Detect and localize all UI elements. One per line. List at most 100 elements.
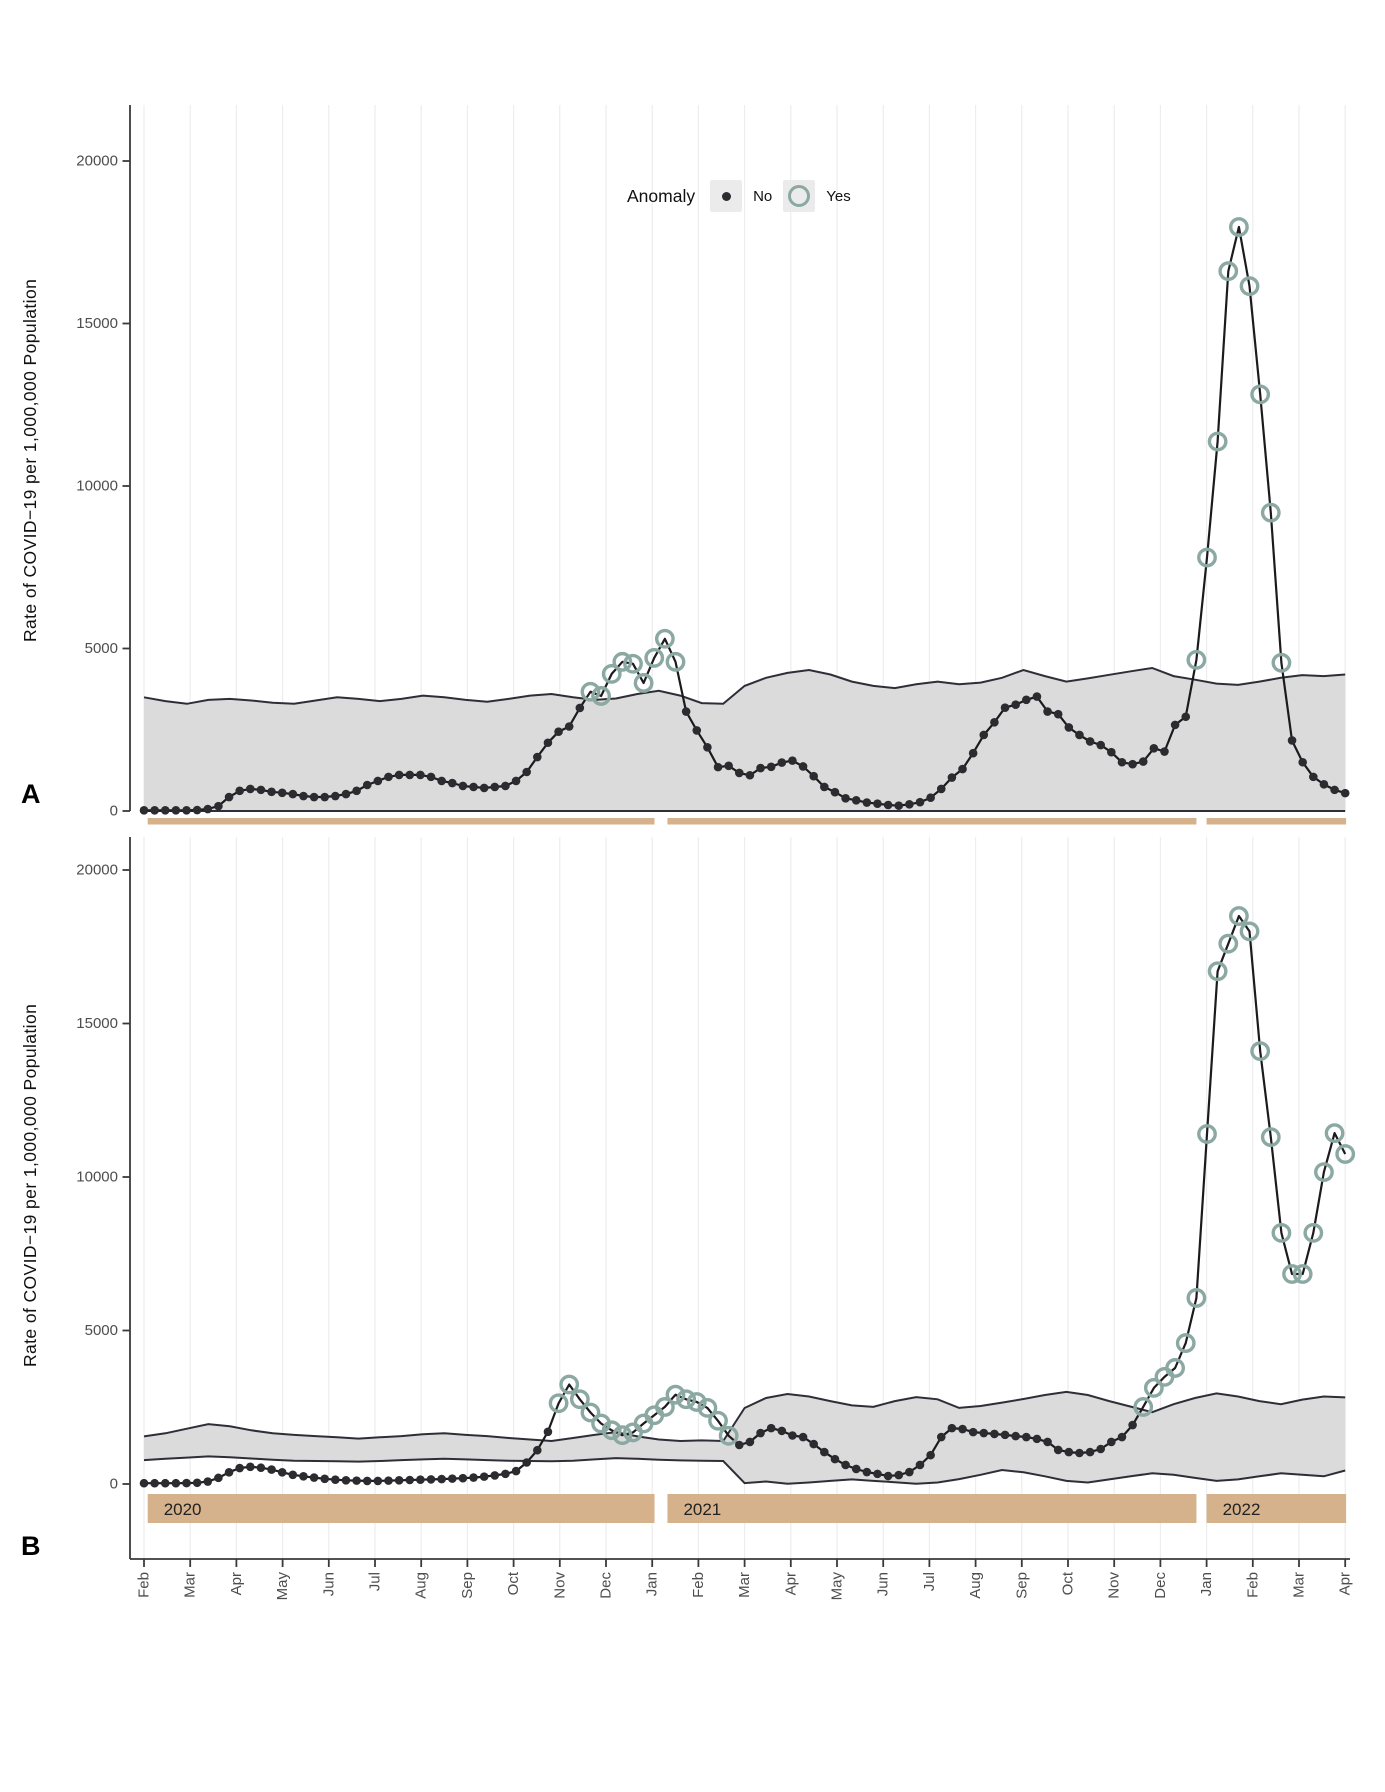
data-point: [1021, 1432, 1031, 1442]
legend: Anomaly No Yes: [627, 177, 851, 215]
x-tick-label: Jul: [367, 1572, 384, 1591]
anomaly-point: [1175, 1333, 1196, 1353]
data-point: [235, 1463, 244, 1473]
x-tick-label: Aug: [967, 1572, 984, 1599]
anomaly-point: [718, 1425, 739, 1446]
data-point: [734, 1440, 744, 1450]
data-point: [1117, 757, 1127, 767]
data-point: [384, 772, 393, 782]
data-point: [1287, 736, 1297, 745]
year-bar: [147, 818, 655, 825]
data-point: [394, 1476, 404, 1485]
y-tick-label: 5000: [85, 1322, 118, 1339]
anomaly-point: [654, 1397, 675, 1417]
data-point: [522, 767, 531, 777]
data-point: [766, 1423, 776, 1433]
data-point: [501, 781, 510, 791]
anomaly-point: [591, 686, 611, 706]
x-tick-label: Jan: [1198, 1572, 1215, 1596]
data-point: [277, 788, 287, 798]
data-point: [362, 1476, 372, 1486]
data-point: [277, 1468, 287, 1477]
data-point: [522, 1458, 531, 1467]
data-point: [1053, 1445, 1063, 1455]
anomaly-point: [601, 663, 622, 684]
data-point: [341, 1476, 351, 1485]
data-point: [564, 722, 574, 731]
data-point: [1085, 737, 1095, 746]
data-point: [1075, 730, 1084, 740]
anomaly-point: [559, 1374, 580, 1395]
data-point: [352, 786, 361, 796]
anomaly-point: [686, 1392, 707, 1412]
panel-label-b: B: [21, 1531, 41, 1561]
year-label: 2020: [164, 1500, 202, 1519]
data-point: [936, 1432, 946, 1442]
anomaly-point: [1271, 1222, 1292, 1243]
anomaly-point: [1197, 547, 1217, 568]
y-tick-label: 10000: [76, 478, 118, 495]
data-point: [405, 770, 415, 780]
data-point: [820, 1447, 829, 1457]
data-point: [873, 799, 882, 808]
x-tick-label: Jun: [875, 1572, 892, 1596]
data-point: [798, 762, 808, 771]
data-point: [1340, 788, 1350, 798]
data-point: [862, 1467, 872, 1477]
data-point: [968, 748, 978, 758]
anomaly-point: [1228, 906, 1249, 926]
y-tick-label: 0: [110, 1476, 118, 1493]
data-point: [777, 1426, 787, 1436]
data-point: [798, 1432, 808, 1442]
x-tick-label: Mar: [1291, 1572, 1308, 1598]
data-point: [745, 1437, 755, 1447]
x-tick-label: Apr: [782, 1572, 799, 1595]
year-label: 2021: [683, 1500, 721, 1519]
data-point: [1107, 747, 1116, 757]
data-point: [1330, 785, 1339, 795]
anomaly-point: [1250, 1041, 1271, 1062]
data-point: [447, 778, 457, 788]
x-tick-label: May: [274, 1572, 291, 1601]
data-point: [1160, 747, 1169, 756]
data-point: [958, 764, 967, 774]
data-point: [1064, 723, 1074, 732]
data-point: [543, 738, 553, 748]
data-point: [873, 1469, 882, 1479]
data-point: [405, 1475, 415, 1485]
anomaly-point: [580, 681, 601, 702]
data-point: [862, 798, 872, 807]
data-point: [703, 743, 712, 752]
data-point: [681, 707, 691, 716]
x-tick-label: Jan: [644, 1572, 661, 1596]
data-point: [203, 1477, 213, 1486]
x-tick-label: Apr: [1337, 1572, 1354, 1595]
data-point: [139, 806, 149, 815]
open-circle-icon: [788, 185, 811, 207]
x-tick-label: Aug: [413, 1572, 430, 1599]
data-point: [533, 1445, 542, 1455]
data-point: [724, 761, 733, 771]
data-point: [192, 1478, 202, 1488]
data-point: [224, 792, 234, 802]
data-point: [437, 776, 446, 786]
anomaly-point: [612, 1425, 633, 1446]
data-point: [1149, 743, 1159, 753]
data-point: [490, 782, 500, 792]
data-point: [1096, 1444, 1106, 1454]
data-point: [543, 1427, 553, 1437]
data-point: [373, 1476, 383, 1486]
data-point: [713, 762, 723, 772]
anomaly-point: [580, 1402, 601, 1423]
anomaly-point: [1239, 276, 1260, 297]
data-point: [841, 794, 850, 803]
anomaly-point: [633, 673, 654, 693]
anomaly-point: [1207, 961, 1228, 982]
data-point: [288, 789, 298, 799]
anomaly-point: [1218, 261, 1239, 282]
data-point: [160, 1478, 170, 1488]
data-point: [320, 792, 330, 802]
y-tick-label: 15000: [76, 1015, 118, 1032]
data-point: [1011, 700, 1020, 710]
data-point: [246, 1462, 255, 1472]
